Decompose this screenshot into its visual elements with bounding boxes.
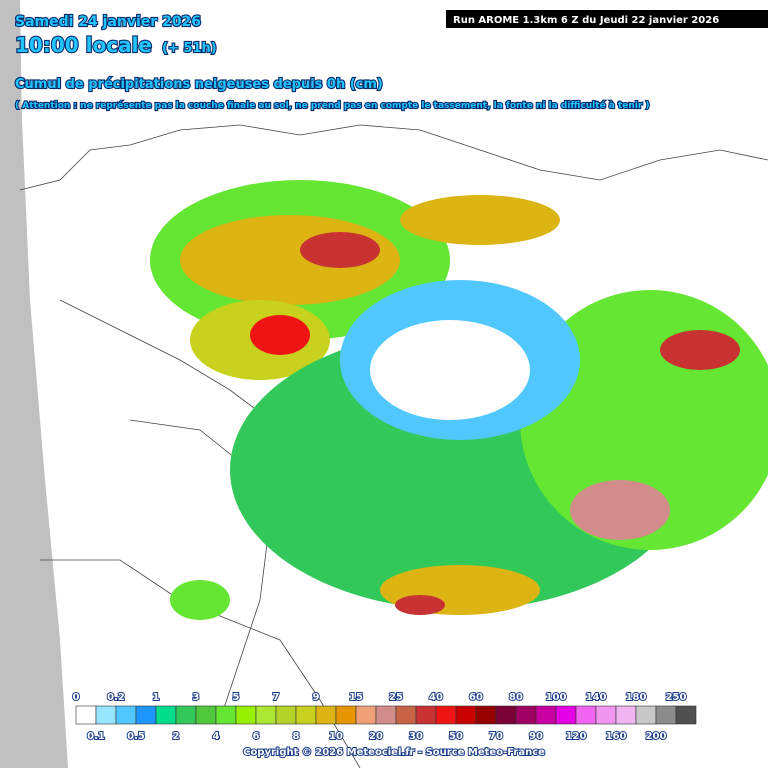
legend-swatch bbox=[455, 705, 477, 725]
legend-label: 200 bbox=[646, 731, 667, 742]
legend-swatch bbox=[635, 705, 657, 725]
legend-swatch bbox=[475, 705, 497, 725]
legend-label: 30 bbox=[409, 731, 423, 742]
legend-label: 100 bbox=[546, 692, 567, 703]
legend-swatch bbox=[235, 705, 257, 725]
legend-label: 0.2 bbox=[107, 692, 125, 703]
legend-swatch bbox=[115, 705, 137, 725]
legend-swatch bbox=[675, 705, 697, 725]
legend-label: 80 bbox=[509, 692, 523, 703]
legend-label: 50 bbox=[449, 731, 463, 742]
lead-time: (+ 51h) bbox=[162, 41, 217, 56]
legend-label: 2 bbox=[173, 731, 180, 742]
legend-label: 7 bbox=[273, 692, 280, 703]
legend-label: 120 bbox=[566, 731, 587, 742]
legend-label: 6 bbox=[253, 731, 260, 742]
legend-swatch bbox=[595, 705, 617, 725]
legend-swatch bbox=[415, 705, 437, 725]
legend-label: 1 bbox=[153, 692, 160, 703]
legend-label: 8 bbox=[293, 731, 300, 742]
legend-swatch bbox=[175, 705, 197, 725]
legend-swatch bbox=[495, 705, 517, 725]
legend-swatch bbox=[375, 705, 397, 725]
legend-label: 10 bbox=[329, 731, 343, 742]
legend-swatch bbox=[395, 705, 417, 725]
legend-label: 20 bbox=[369, 731, 383, 742]
legend-swatch bbox=[335, 705, 357, 725]
legend-swatch bbox=[75, 705, 97, 725]
legend-swatch bbox=[215, 705, 237, 725]
time: 10:00 locale bbox=[15, 33, 152, 57]
legend-label: 90 bbox=[529, 731, 543, 742]
legend-swatch bbox=[195, 705, 217, 725]
legend-label: 4 bbox=[213, 731, 220, 742]
legend-swatch bbox=[315, 705, 337, 725]
legend-swatch bbox=[135, 705, 157, 725]
legend-label: 40 bbox=[429, 692, 443, 703]
legend-label: 25 bbox=[389, 692, 403, 703]
run-info: Run AROME 1.3km 6 Z du Jeudi 22 janvier … bbox=[453, 15, 719, 26]
legend-label: 3 bbox=[193, 692, 200, 703]
legend-swatch bbox=[95, 705, 117, 725]
legend-label: 0 bbox=[73, 692, 80, 703]
legend-label: 140 bbox=[586, 692, 607, 703]
warning: ( Attention : ne représente pas la couch… bbox=[15, 100, 650, 111]
legend-label: 60 bbox=[469, 692, 483, 703]
legend-label: 180 bbox=[626, 692, 647, 703]
legend-swatch bbox=[255, 705, 277, 725]
legend-swatch bbox=[615, 705, 637, 725]
legend-label: 250 bbox=[666, 692, 687, 703]
legend-swatch bbox=[355, 705, 377, 725]
legend-swatch bbox=[655, 705, 677, 725]
date: Samedi 24 janvier 2026 bbox=[15, 14, 201, 30]
legend-swatch bbox=[295, 705, 317, 725]
legend-label: 0.5 bbox=[127, 731, 145, 742]
legend-swatch bbox=[515, 705, 537, 725]
legend-swatch bbox=[535, 705, 557, 725]
run-box bbox=[446, 10, 768, 28]
legend-label: 70 bbox=[489, 731, 503, 742]
legend-label: 5 bbox=[233, 692, 240, 703]
legend-swatch bbox=[275, 705, 297, 725]
map-title: Cumul de précipitations neigeuses depuis… bbox=[15, 77, 383, 92]
copyright: Copyright © 2026 Meteociel.fr - Source M… bbox=[243, 747, 545, 758]
legend-label: 15 bbox=[349, 692, 363, 703]
legend-swatch bbox=[555, 705, 577, 725]
legend-swatch bbox=[435, 705, 457, 725]
legend-label: 0.1 bbox=[87, 731, 105, 742]
legend-label: 160 bbox=[606, 731, 627, 742]
legend-swatch bbox=[155, 705, 177, 725]
legend-label: 9 bbox=[313, 692, 320, 703]
legend-swatch bbox=[575, 705, 597, 725]
